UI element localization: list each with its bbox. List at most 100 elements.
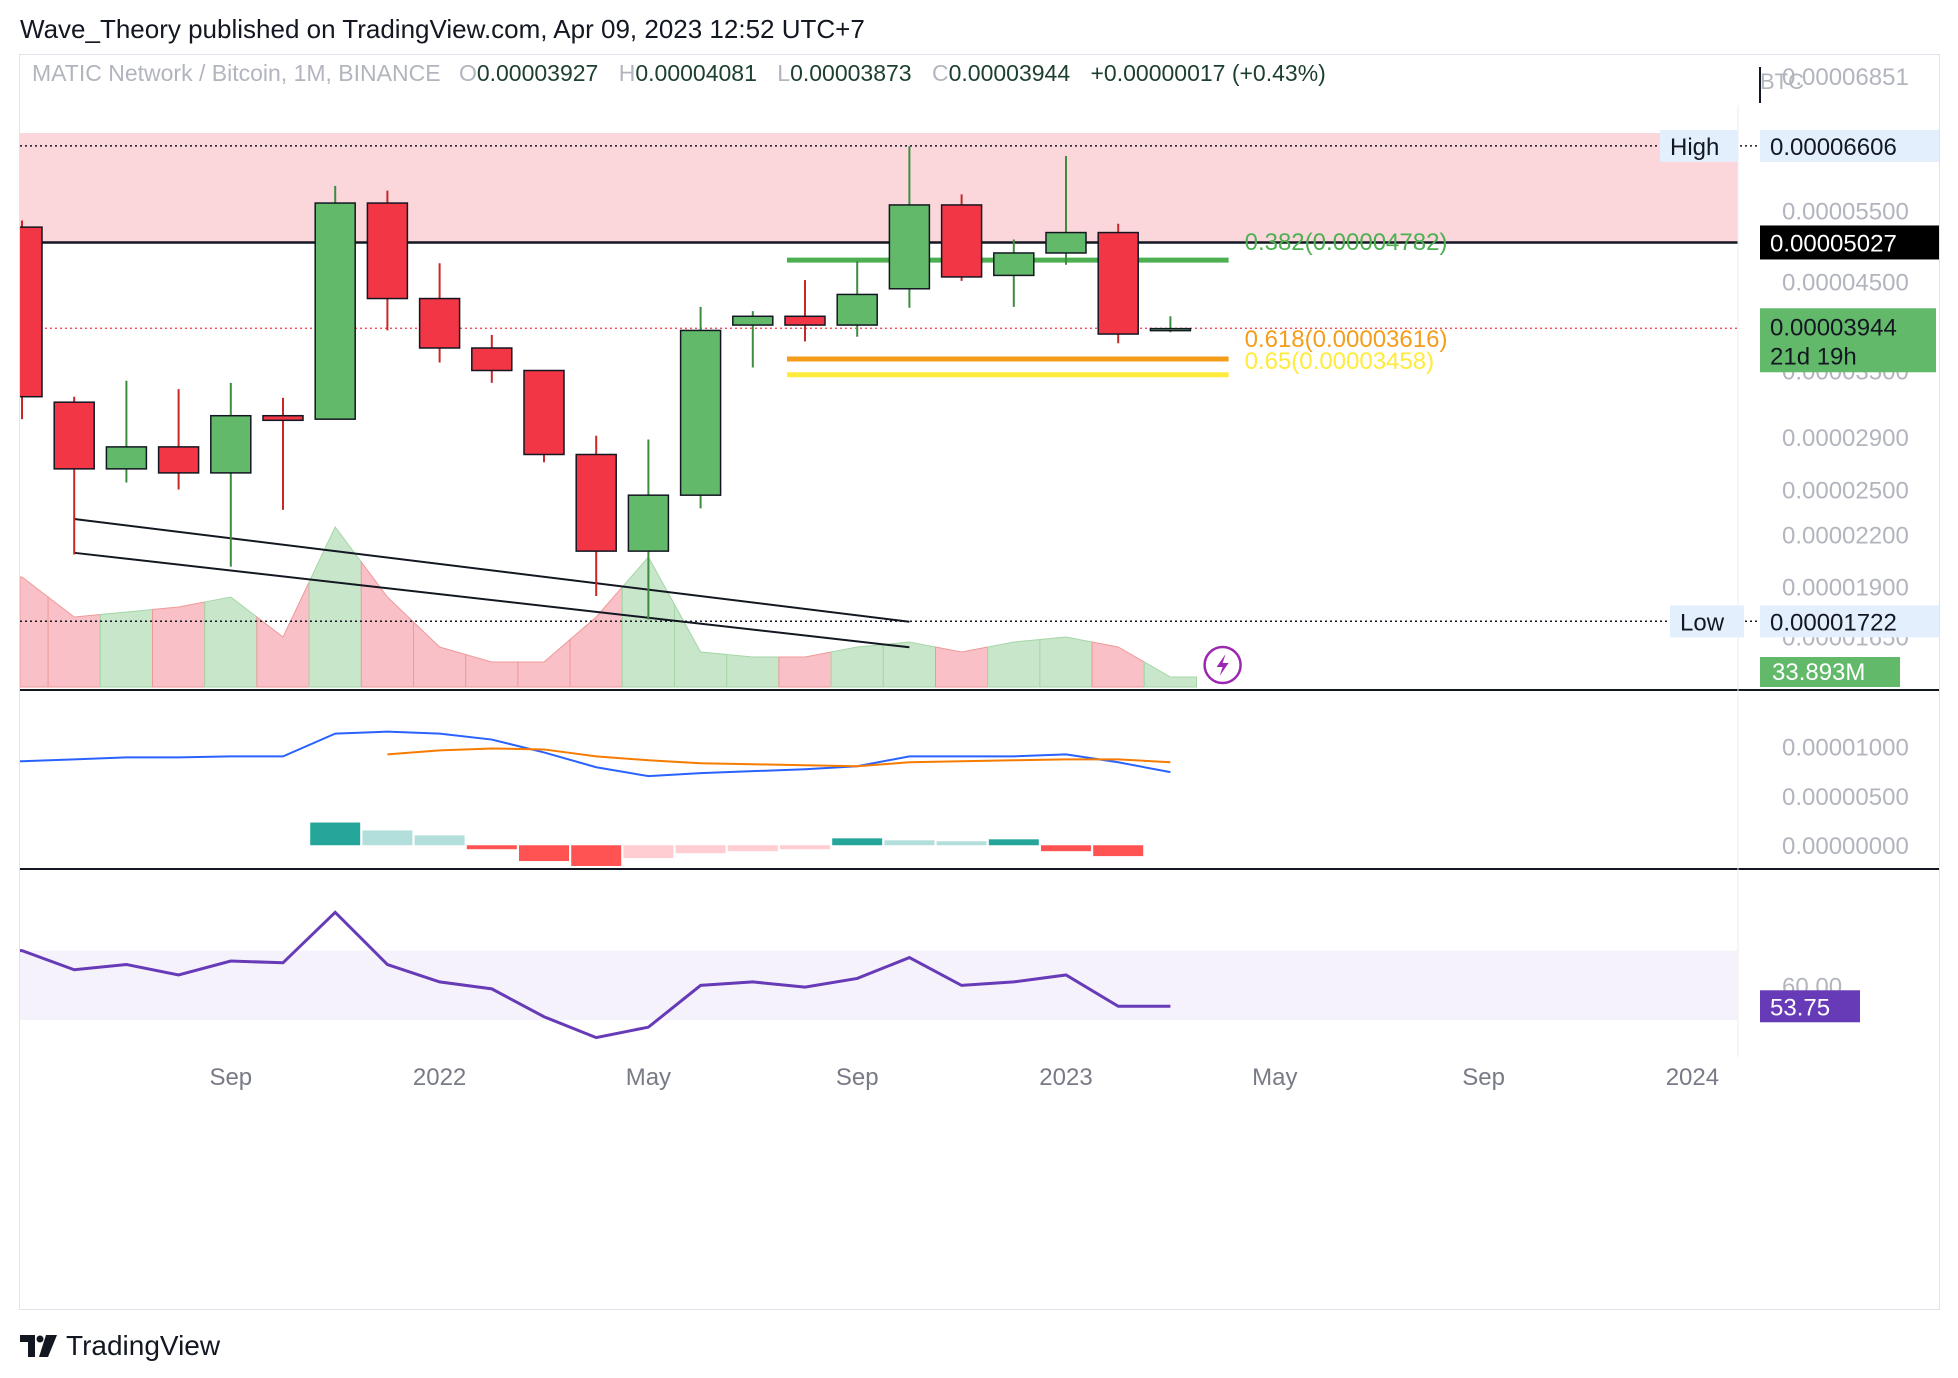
candle-body bbox=[888, 204, 931, 290]
high-label: High bbox=[1670, 134, 1719, 161]
chart-frame: 0.382(0.00004782) 0.618(0.00003616) 0.65(0… bbox=[19, 54, 1940, 1310]
volume-area bbox=[204, 596, 258, 688]
volume-area bbox=[517, 638, 571, 688]
volume-area bbox=[360, 560, 414, 688]
countdown: 21d 19h bbox=[1770, 343, 1857, 370]
volume-area bbox=[778, 651, 832, 688]
fib-label: 0.618(0.00003616) bbox=[1245, 326, 1448, 353]
candle-body bbox=[105, 446, 148, 470]
volume-area bbox=[674, 604, 728, 688]
high-label-box bbox=[1660, 129, 1738, 162]
volume-area bbox=[935, 646, 989, 688]
legend-close: 0.00003944 bbox=[949, 60, 1071, 86]
candle-body bbox=[940, 204, 983, 278]
x-tick-label: Sep bbox=[1462, 1064, 1505, 1091]
rsi-value: 53.75 bbox=[1770, 994, 1830, 1021]
candle-body bbox=[366, 202, 409, 300]
low-label: Low bbox=[1680, 609, 1725, 636]
legend-low: 0.00003873 bbox=[790, 60, 912, 86]
candle-body bbox=[157, 446, 200, 474]
candle-body bbox=[53, 401, 95, 470]
lightning-bolt-icon bbox=[1216, 654, 1229, 676]
volume-area bbox=[152, 601, 206, 688]
fib-label: 0.65(0.00003458) bbox=[1245, 348, 1435, 375]
macd-histogram-bar bbox=[884, 840, 935, 846]
rsi-line bbox=[20, 910, 1171, 1040]
volume-area bbox=[1091, 641, 1145, 688]
candle-body bbox=[314, 202, 356, 420]
candle-body bbox=[679, 329, 722, 496]
last-price: 0.00003944 bbox=[1770, 314, 1897, 341]
legend-close-label: C bbox=[932, 60, 949, 86]
rsi-band bbox=[20, 950, 1738, 1021]
legend-symbol: MATIC Network / Bitcoin, 1M, BINANCE bbox=[32, 60, 441, 86]
candle-body bbox=[418, 297, 461, 349]
high-value: 0.00006606 bbox=[1770, 134, 1897, 161]
volume-area bbox=[621, 556, 675, 688]
macd-histogram-bar bbox=[727, 845, 778, 852]
candle-body bbox=[732, 315, 774, 326]
candle-body bbox=[993, 252, 1035, 277]
macd-histogram-bar bbox=[780, 845, 830, 850]
macd-histogram-bar bbox=[414, 835, 465, 846]
volume-area bbox=[987, 638, 1041, 688]
macd-histogram-bar bbox=[675, 845, 726, 854]
macd-histogram-bar bbox=[936, 841, 987, 846]
resistance-value: 0.00005027 bbox=[1770, 230, 1897, 257]
volume-value: 33.893M bbox=[1772, 659, 1865, 686]
legend-low-label: L bbox=[777, 60, 790, 86]
candle-body bbox=[1045, 231, 1087, 254]
volume-area bbox=[465, 653, 519, 688]
price-tick-label: 0.00006851 bbox=[1782, 64, 1909, 91]
macd-histogram-bar bbox=[988, 839, 1039, 846]
volume-area bbox=[1039, 636, 1093, 688]
x-tick-label: 2024 bbox=[1666, 1064, 1719, 1091]
macd-histogram-bar bbox=[310, 822, 361, 846]
x-tick-label: May bbox=[1252, 1064, 1297, 1091]
volume-area bbox=[47, 595, 101, 688]
last-price-box bbox=[1760, 308, 1936, 373]
candle-body bbox=[1097, 231, 1139, 335]
macd-histogram-bar bbox=[1041, 845, 1091, 852]
candle-body bbox=[523, 369, 565, 456]
volume-area bbox=[569, 585, 623, 688]
volume-area bbox=[830, 643, 884, 688]
macd-histogram-bar bbox=[623, 845, 674, 859]
legend-high: 0.00004081 bbox=[635, 60, 757, 86]
low-value-box bbox=[1760, 605, 1939, 638]
price-tick-label: 0.00002200 bbox=[1782, 523, 1909, 550]
x-tick-label: Sep bbox=[836, 1064, 879, 1091]
macd-histogram-bar bbox=[1093, 845, 1144, 857]
x-tick-label: May bbox=[626, 1064, 671, 1091]
fib-label: 0.382(0.00004782) bbox=[1245, 229, 1448, 256]
high-value-box bbox=[1760, 129, 1939, 162]
macd-histogram-bar bbox=[362, 830, 413, 846]
candle-body bbox=[784, 315, 826, 326]
legend-high-label: H bbox=[619, 60, 636, 86]
trendline bbox=[74, 551, 910, 649]
volume-area bbox=[413, 620, 467, 688]
signal-line bbox=[387, 747, 1171, 768]
price-tick-label: 0.00004500 bbox=[1782, 270, 1909, 297]
volume-area bbox=[308, 526, 362, 688]
chart-canvas[interactable]: 0.382(0.00004782) 0.618(0.00003616)0.65(0… bbox=[20, 55, 1939, 1309]
resistance-zone bbox=[20, 133, 1738, 243]
low-label-box bbox=[1670, 605, 1744, 638]
candle-body bbox=[210, 414, 252, 474]
x-tick-label: 2022 bbox=[413, 1064, 466, 1091]
macd-tick-label: 0.00001000 bbox=[1782, 734, 1909, 761]
tradingview-logo[interactable]: TradingView bbox=[20, 1330, 220, 1362]
legend-open-label: O bbox=[459, 60, 477, 86]
volume-value-box bbox=[1760, 657, 1900, 687]
currency-label: BTC bbox=[1760, 69, 1804, 94]
macd-line bbox=[20, 730, 1171, 778]
macd-histogram-bar bbox=[466, 845, 517, 850]
publisher-header: Wave_Theory published on TradingView.com… bbox=[20, 14, 865, 44]
ohlc-legend: MATIC Network / Bitcoin, 1M, BINANCE O 0.… bbox=[32, 60, 1326, 86]
volume-area bbox=[20, 576, 49, 688]
candle-body bbox=[575, 453, 617, 552]
volume-area bbox=[99, 608, 153, 688]
low-value: 0.00001722 bbox=[1770, 609, 1897, 636]
macd-histogram-bar bbox=[571, 845, 622, 866]
